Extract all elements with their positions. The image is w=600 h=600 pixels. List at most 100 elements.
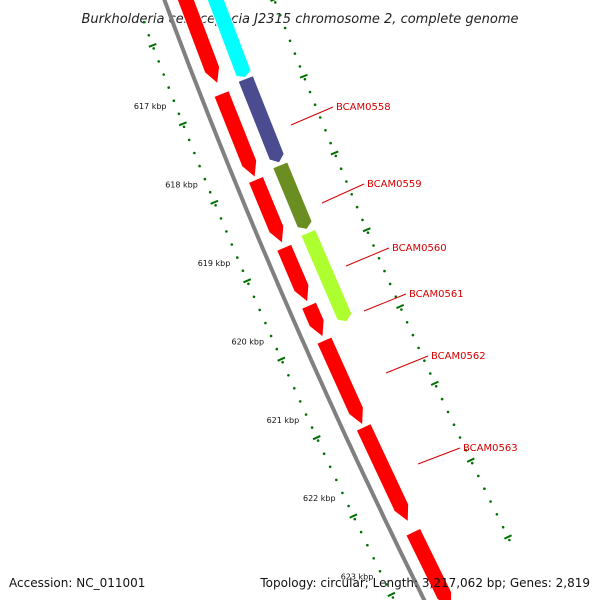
tick-dot (341, 491, 344, 495)
label-leader-line (345, 247, 390, 267)
tick-dot (495, 513, 499, 516)
tick-label: 623 kbp (341, 573, 374, 582)
tick-dot (483, 487, 486, 491)
tick-dot (429, 372, 432, 375)
tick-dot (225, 230, 228, 233)
tick-dot (182, 125, 186, 129)
cds-arrow[interactable] (300, 301, 325, 339)
major-tick (243, 278, 252, 284)
tick-dot (264, 321, 267, 325)
major-tick (270, 0, 276, 2)
major-tick (178, 121, 187, 127)
tick-dot (287, 374, 290, 377)
feature-arrow-cyan[interactable] (201, 0, 252, 79)
major-tick (396, 303, 405, 310)
tick-dot (162, 73, 165, 76)
tick-label: 621 kbp (267, 416, 300, 425)
tick-dot (193, 151, 196, 155)
tick-dot (345, 180, 348, 183)
tick-dot (275, 347, 279, 351)
tick-dot (283, 26, 287, 30)
feature-arrow-BCAM0558[interactable] (237, 74, 285, 164)
tick-dot (372, 244, 375, 247)
tick-dot (203, 177, 207, 181)
major-tick (277, 356, 286, 362)
label-leader-line (417, 447, 461, 465)
major-tick (299, 73, 308, 79)
tick-dot (339, 167, 343, 170)
tick-dot (304, 413, 308, 416)
major-tick (466, 457, 475, 463)
tick-dot (236, 256, 239, 259)
tick-dot (452, 423, 456, 427)
feature-arrow-BCAM0559[interactable] (272, 161, 313, 230)
cds-arrow[interactable] (213, 90, 258, 179)
tick-dot (385, 583, 388, 586)
gene-label-BCAM0559[interactable]: BCAM0559 (367, 179, 422, 190)
tick-dot (274, 1, 277, 4)
cds-arrow[interactable] (247, 175, 285, 245)
tick-dot (328, 465, 332, 469)
tick-dot (411, 333, 415, 337)
feature-arrow-BCAM0560[interactable] (300, 228, 353, 323)
tick-dot (142, 20, 146, 24)
tick-dot (152, 47, 155, 50)
tick-dot (172, 99, 176, 102)
tick-dot (324, 129, 327, 132)
tick-dot (388, 282, 392, 286)
tick-dot (313, 103, 317, 106)
tick-dot (359, 530, 363, 534)
tick-dot (405, 321, 409, 324)
cds-arrow[interactable] (355, 422, 410, 523)
tick-dot (177, 112, 181, 116)
tick-dot (440, 397, 444, 401)
tick-dot (208, 190, 212, 194)
outer-tick-ruler (270, 0, 513, 542)
label-leader-line (363, 293, 407, 312)
tick-dot (157, 60, 160, 63)
tick-dot (316, 439, 320, 442)
tick-dot (288, 39, 292, 43)
cds-arrow[interactable] (276, 243, 310, 304)
tick-dot (353, 517, 357, 521)
tick-dot (281, 360, 284, 364)
label-leader-line (385, 355, 429, 374)
tick-dot (446, 410, 450, 414)
tick-dot (377, 257, 381, 260)
major-tick (362, 227, 371, 233)
tick-dot (501, 525, 505, 529)
tick-dot (298, 65, 302, 68)
major-tick (210, 199, 219, 205)
gene-label-BCAM0562[interactable]: BCAM0562 (431, 351, 486, 362)
cds-arrow[interactable] (405, 527, 453, 600)
tick-dot (366, 543, 369, 547)
major-tick (330, 150, 339, 156)
tick-dot (310, 426, 314, 429)
tick-dot (366, 231, 370, 234)
tick-label: 617 kbp (134, 102, 167, 111)
tick-dot (335, 478, 338, 482)
tick-dot (378, 570, 382, 573)
features-layer (176, 0, 453, 600)
gene-label-BCAM0560[interactable]: BCAM0560 (392, 243, 447, 254)
tick-dot (434, 385, 438, 388)
cds-arrow[interactable] (176, 0, 221, 85)
gene-label-BCAM0561[interactable]: BCAM0561 (409, 289, 464, 300)
backbone-layer (162, 0, 427, 600)
tick-dot (230, 243, 234, 246)
tick-dot (477, 474, 480, 478)
tick-dot (458, 436, 462, 439)
tick-dot (489, 500, 492, 503)
major-tick (148, 42, 157, 48)
tick-dot (293, 52, 297, 55)
tick-dot (198, 164, 201, 168)
gene-label-BCAM0563[interactable]: BCAM0563 (463, 443, 518, 454)
gene-label-BCAM0558[interactable]: BCAM0558 (336, 102, 391, 113)
tick-dot (329, 141, 332, 145)
cds-arrow[interactable] (316, 336, 364, 426)
tick-dot (258, 308, 262, 312)
tick-dot (241, 269, 245, 273)
major-tick (312, 435, 321, 441)
tick-dot (318, 116, 322, 119)
